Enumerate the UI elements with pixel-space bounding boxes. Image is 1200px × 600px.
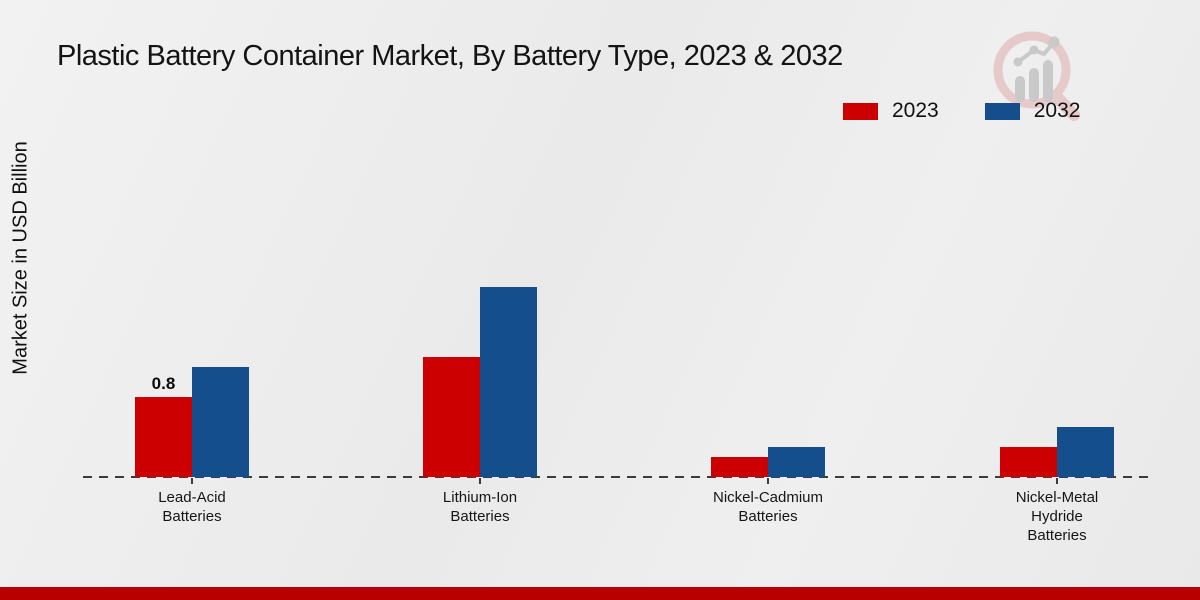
category-label: Nickel-Cadmium Batteries bbox=[712, 489, 824, 525]
axis-tick bbox=[1056, 478, 1058, 484]
bar-2032 bbox=[768, 447, 825, 477]
chart-title: Plastic Battery Container Market, By Bat… bbox=[57, 40, 843, 72]
bar-2032 bbox=[480, 287, 537, 477]
legend-item-2023: 2023 bbox=[843, 99, 939, 123]
legend-swatch-2032 bbox=[984, 102, 1020, 120]
bar-2023 bbox=[1000, 447, 1057, 477]
bottom-accent-strip bbox=[0, 587, 1200, 600]
x-axis-dashed-baseline bbox=[83, 476, 1148, 478]
legend-swatch-2023 bbox=[843, 102, 878, 120]
bar-2032 bbox=[192, 367, 249, 477]
bar-2023 bbox=[135, 397, 192, 477]
bar-2032 bbox=[1057, 427, 1114, 477]
category-label: Nickel-Metal Hydride Batteries bbox=[1015, 489, 1099, 544]
axis-tick bbox=[767, 478, 769, 484]
magnifier-bar-chart-logo-icon bbox=[993, 31, 1080, 121]
legend-label: 2032 bbox=[1033, 99, 1081, 122]
legend-item-2032: 2032 bbox=[984, 99, 1081, 123]
bar-2023 bbox=[423, 357, 480, 477]
legend: 2023 2032 bbox=[843, 99, 1080, 123]
bar-2023 bbox=[711, 457, 768, 477]
legend-label: 2023 bbox=[892, 99, 939, 122]
axis-tick bbox=[479, 478, 481, 484]
data-label: 0.8 bbox=[151, 374, 176, 393]
category-label: Lithium-Ion Batteries bbox=[442, 489, 518, 525]
axis-tick bbox=[191, 478, 193, 484]
category-label: Lead-Acid Batteries bbox=[158, 489, 226, 525]
